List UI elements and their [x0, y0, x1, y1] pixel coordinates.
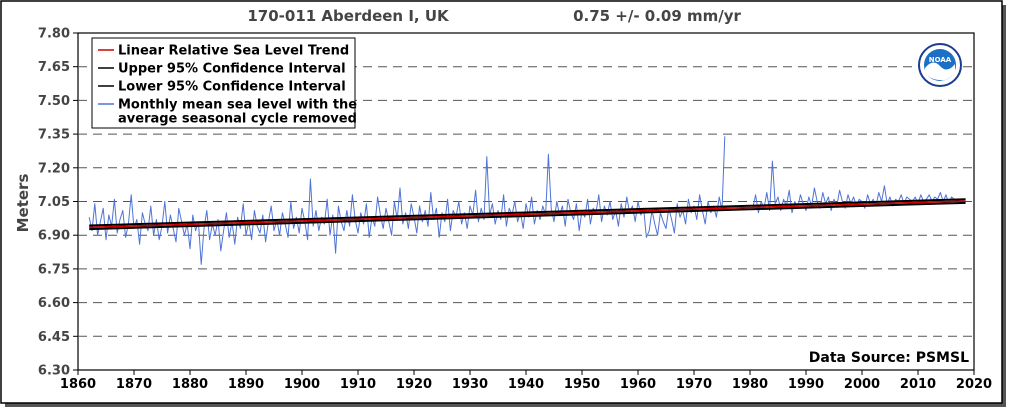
- y-axis-ticks: 7.80 7.65 7.50 7.35 7.20 7.05 6.90 6.75 6.60 6.45…: [38, 27, 78, 379]
- x-tick-label: 1960: [620, 377, 656, 392]
- x-tick-label: 1970: [676, 377, 712, 392]
- y-tick-label: 6.30: [38, 364, 70, 379]
- noaa-logo: NOAA: [918, 43, 962, 87]
- x-tick-label: 1890: [228, 377, 264, 392]
- legend-label: Monthly mean sea level with the average s…: [118, 98, 357, 127]
- y-tick-label: 6.75: [38, 262, 70, 277]
- x-tick-label: 1980: [732, 377, 768, 392]
- x-tick-label: 1870: [116, 377, 152, 392]
- x-tick-label: 2000: [844, 377, 880, 392]
- x-tick-label: 1920: [396, 377, 432, 392]
- legend-label: Lower 95% Confidence Interval: [118, 80, 346, 95]
- y-tick-label: 7.20: [38, 161, 70, 176]
- x-tick-label: 1930: [452, 377, 488, 392]
- y-tick-label: 6.45: [38, 330, 70, 345]
- legend: Linear Relative Sea Level Trend Upper 95%…: [98, 44, 357, 127]
- y-tick-label: 7.35: [38, 128, 70, 143]
- noaa-logo-text: NOAA: [929, 56, 952, 64]
- legend-box: [91, 37, 356, 129]
- legend-label: Linear Relative Sea Level Trend: [118, 44, 349, 59]
- y-tick-label: 6.60: [38, 296, 70, 311]
- data-source-annotation: Data Source: PSMSL: [809, 350, 969, 366]
- x-tick-label: 1900: [284, 377, 320, 392]
- x-tick-label: 1880: [172, 377, 208, 392]
- x-tick-label: 1990: [788, 377, 824, 392]
- lower-confidence-line: [89, 201, 966, 231]
- trend-line: [89, 200, 966, 229]
- trend-lines-group: [89, 198, 966, 231]
- y-axis-label: Meters: [14, 174, 32, 233]
- upper-confidence-line: [89, 198, 966, 227]
- x-tick-label: 1940: [508, 377, 544, 392]
- x-tick-label: 2020: [956, 377, 992, 392]
- y-tick-label: 7.65: [38, 60, 70, 75]
- y-tick-label: 7.05: [38, 195, 70, 210]
- x-tick-label: 1910: [340, 377, 376, 392]
- x-tick-label: 1950: [564, 377, 600, 392]
- x-axis-ticks: 1860 1870 1880 1890 1900 1910 1920 1930 1940 1950…: [60, 370, 992, 392]
- chart-subtitle: 0.75 +/- 0.09 mm/yr: [573, 7, 741, 25]
- legend-label: Upper 95% Confidence Interval: [118, 62, 346, 77]
- y-tick-label: 6.90: [38, 229, 70, 244]
- y-tick-label: 7.50: [38, 94, 70, 109]
- x-tick-label: 1860: [60, 377, 96, 392]
- y-tick-label: 7.80: [38, 27, 70, 42]
- chart-title: 170-011 Aberdeen I, UK: [247, 7, 450, 25]
- x-tick-label: 2010: [900, 377, 936, 392]
